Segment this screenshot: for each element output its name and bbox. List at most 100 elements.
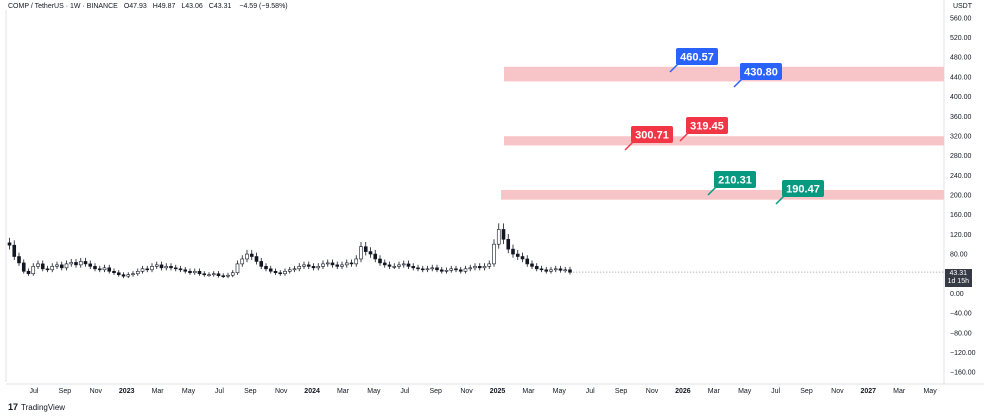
high-value: H49.87 bbox=[152, 3, 176, 10]
price-callout[interactable]: 190.47 bbox=[775, 180, 824, 205]
candle-body bbox=[235, 263, 240, 274]
support-resistance-zone[interactable] bbox=[501, 189, 944, 200]
y-tick-label: 200.00 bbox=[950, 193, 972, 200]
zones-layer bbox=[501, 66, 944, 200]
candle-body bbox=[102, 267, 107, 271]
candle-body bbox=[64, 263, 69, 269]
candle-body bbox=[97, 268, 102, 271]
x-tick-label: Jul bbox=[586, 388, 595, 395]
candle-body bbox=[515, 253, 520, 257]
x-tick-label: Mar bbox=[522, 388, 535, 395]
price-callout[interactable]: 319.45 bbox=[679, 117, 728, 142]
price-callout[interactable]: 460.57 bbox=[669, 48, 718, 73]
candle-body bbox=[197, 270, 202, 275]
candle-body bbox=[88, 263, 93, 267]
y-tick-label: −160.00 bbox=[950, 370, 976, 377]
candle-body bbox=[563, 269, 568, 272]
candle-body bbox=[534, 266, 539, 270]
candle-body bbox=[55, 264, 59, 267]
candle-body bbox=[363, 246, 368, 252]
candle-body bbox=[368, 251, 373, 255]
candle-body bbox=[330, 262, 335, 266]
price-callout[interactable]: 430.80 bbox=[733, 63, 782, 88]
candle-body bbox=[78, 261, 83, 266]
candle-body bbox=[145, 268, 150, 271]
tradingview-logo[interactable]: 17 TradingView bbox=[8, 402, 65, 412]
callout-pointer bbox=[733, 78, 743, 88]
candle-body bbox=[254, 256, 259, 262]
candle-body bbox=[511, 248, 515, 255]
callout-pointer bbox=[775, 195, 785, 205]
candle-body bbox=[121, 274, 126, 277]
time-axis[interactable]: Jul Sep Nov 2023 Mar May Jul Sep Nov 2024 Mar May Ju… bbox=[30, 388, 938, 395]
candle-body bbox=[36, 263, 40, 267]
candle-body bbox=[397, 264, 401, 267]
x-tick-label: 2027 bbox=[861, 388, 877, 395]
x-tick-label: Mar bbox=[337, 388, 350, 395]
candle-body bbox=[420, 268, 425, 271]
candle-body bbox=[183, 269, 188, 272]
x-tick-label: Sep bbox=[244, 388, 257, 395]
callout-box bbox=[686, 117, 728, 134]
candle-body bbox=[349, 262, 354, 265]
x-tick-label: May bbox=[553, 388, 567, 395]
y-tick-label: 120.00 bbox=[950, 232, 972, 239]
candle-body bbox=[359, 246, 363, 260]
price-callout[interactable]: 300.71 bbox=[624, 126, 673, 151]
y-tick-label: 240.00 bbox=[950, 173, 972, 180]
symbol-title[interactable]: COMP / TetherUS · 1W · BINANCE bbox=[8, 3, 118, 10]
candle-body bbox=[249, 253, 254, 257]
x-tick-label: Mar bbox=[893, 388, 906, 395]
callout-pointer bbox=[669, 63, 679, 73]
candle-body bbox=[382, 262, 387, 266]
candle-body bbox=[12, 244, 17, 257]
x-tick-label: Nov bbox=[646, 388, 659, 395]
x-tick-label: Sep bbox=[59, 388, 72, 395]
candle-body bbox=[140, 268, 145, 272]
x-tick-label: 2026 bbox=[675, 388, 691, 395]
candle-body bbox=[188, 270, 192, 274]
candle-body bbox=[444, 269, 449, 272]
candle-body bbox=[164, 266, 169, 269]
support-resistance-zone[interactable] bbox=[504, 66, 944, 82]
candle-body bbox=[406, 263, 411, 267]
price-callout[interactable]: 210.31 bbox=[707, 171, 756, 196]
callout-pointer bbox=[707, 186, 717, 196]
y-tick-label: 400.00 bbox=[950, 94, 972, 101]
candle-body bbox=[549, 269, 553, 272]
candle-body bbox=[392, 266, 397, 268]
y-tick-label: 560.00 bbox=[950, 15, 972, 22]
x-tick-label: Sep bbox=[429, 388, 442, 395]
y-tick-label: 320.00 bbox=[950, 133, 972, 140]
callout-box bbox=[676, 48, 718, 65]
x-tick-label: Jul bbox=[30, 388, 39, 395]
candle-body bbox=[311, 266, 316, 269]
tradingview-logo-text: TradingView bbox=[21, 402, 66, 412]
x-tick-label: May bbox=[182, 388, 196, 395]
candle-body bbox=[287, 269, 292, 272]
candle-body bbox=[7, 242, 12, 246]
candle-body bbox=[240, 258, 245, 265]
candle-body bbox=[192, 270, 197, 274]
candle-body bbox=[378, 258, 382, 264]
last-price-value: 43.31 bbox=[949, 270, 968, 277]
currency-label[interactable]: USDT bbox=[952, 3, 972, 10]
candle-body bbox=[283, 270, 287, 275]
candle-body bbox=[112, 270, 116, 274]
y-tick-label: −120.00 bbox=[950, 350, 976, 357]
candle-body bbox=[325, 262, 330, 265]
candle-body bbox=[107, 267, 112, 272]
y-tick-label: 520.00 bbox=[950, 35, 972, 42]
y-tick-label: 160.00 bbox=[950, 212, 972, 219]
candle-body bbox=[230, 272, 235, 276]
callout-box bbox=[714, 171, 756, 188]
candle-body bbox=[135, 270, 140, 275]
callouts-layer: 460.57 430.80 300.71 319.45 210.31 190.47 bbox=[624, 48, 824, 205]
support-resistance-zone[interactable] bbox=[504, 136, 944, 146]
candle-body bbox=[221, 275, 226, 278]
x-tick-label: Nov bbox=[90, 388, 103, 395]
candle-body bbox=[26, 270, 31, 275]
candle-body bbox=[154, 264, 159, 267]
